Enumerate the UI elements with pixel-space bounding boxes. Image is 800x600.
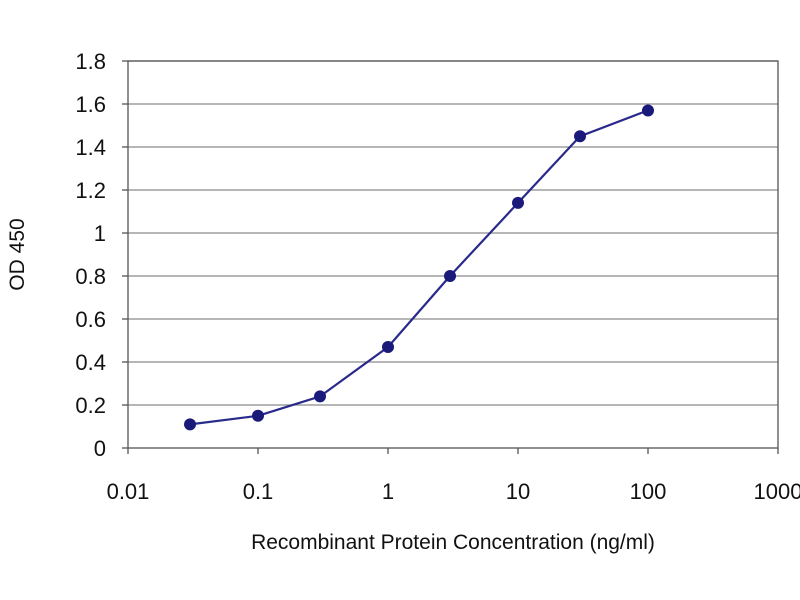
- plot-frame: [127, 60, 779, 449]
- data-point: [382, 340, 394, 353]
- series-layer: [184, 104, 654, 431]
- x-tick-label: 0.1: [243, 479, 274, 504]
- y-tick-label: 1.4: [75, 135, 106, 160]
- data-point: [642, 104, 654, 117]
- series-line: [189, 109, 649, 426]
- data-point: [314, 390, 327, 403]
- x-tick-label: 100: [630, 479, 667, 504]
- data-point: [512, 196, 524, 209]
- axes-layer: [122, 60, 779, 454]
- x-tick-label: 1000: [754, 479, 800, 504]
- x-axis-title: Recombinant Protein Concentration (ng/ml…: [251, 531, 655, 554]
- labels-layer: 0 0.2 0.4 0.6 0.8 1 1.2 1.4 1.6 1.8 0.01 0.1 1 10 100 1…: [75, 49, 800, 504]
- x-tick-label: 0.01: [107, 479, 150, 504]
- y-tick-label: 1.6: [75, 92, 106, 117]
- y-tick-label: 0.6: [75, 307, 106, 332]
- y-tick-label: 1.8: [75, 49, 106, 74]
- y-axis-title: OD 450: [6, 218, 29, 290]
- y-tick-label: 0: [94, 436, 106, 461]
- y-tick-label: 1.2: [75, 178, 106, 203]
- y-tick-label: 0.4: [75, 350, 106, 375]
- data-point: [184, 418, 197, 431]
- data-point: [574, 130, 587, 143]
- x-tick-label: 10: [506, 479, 530, 504]
- y-tick-label: 1: [94, 221, 106, 246]
- x-tick-label: 1: [382, 479, 394, 504]
- grid-layer: [128, 60, 778, 406]
- y-tick-label: 0.2: [75, 393, 106, 418]
- y-tick-label: 0.8: [75, 264, 106, 289]
- data-point: [252, 409, 264, 422]
- data-point: [444, 270, 457, 282]
